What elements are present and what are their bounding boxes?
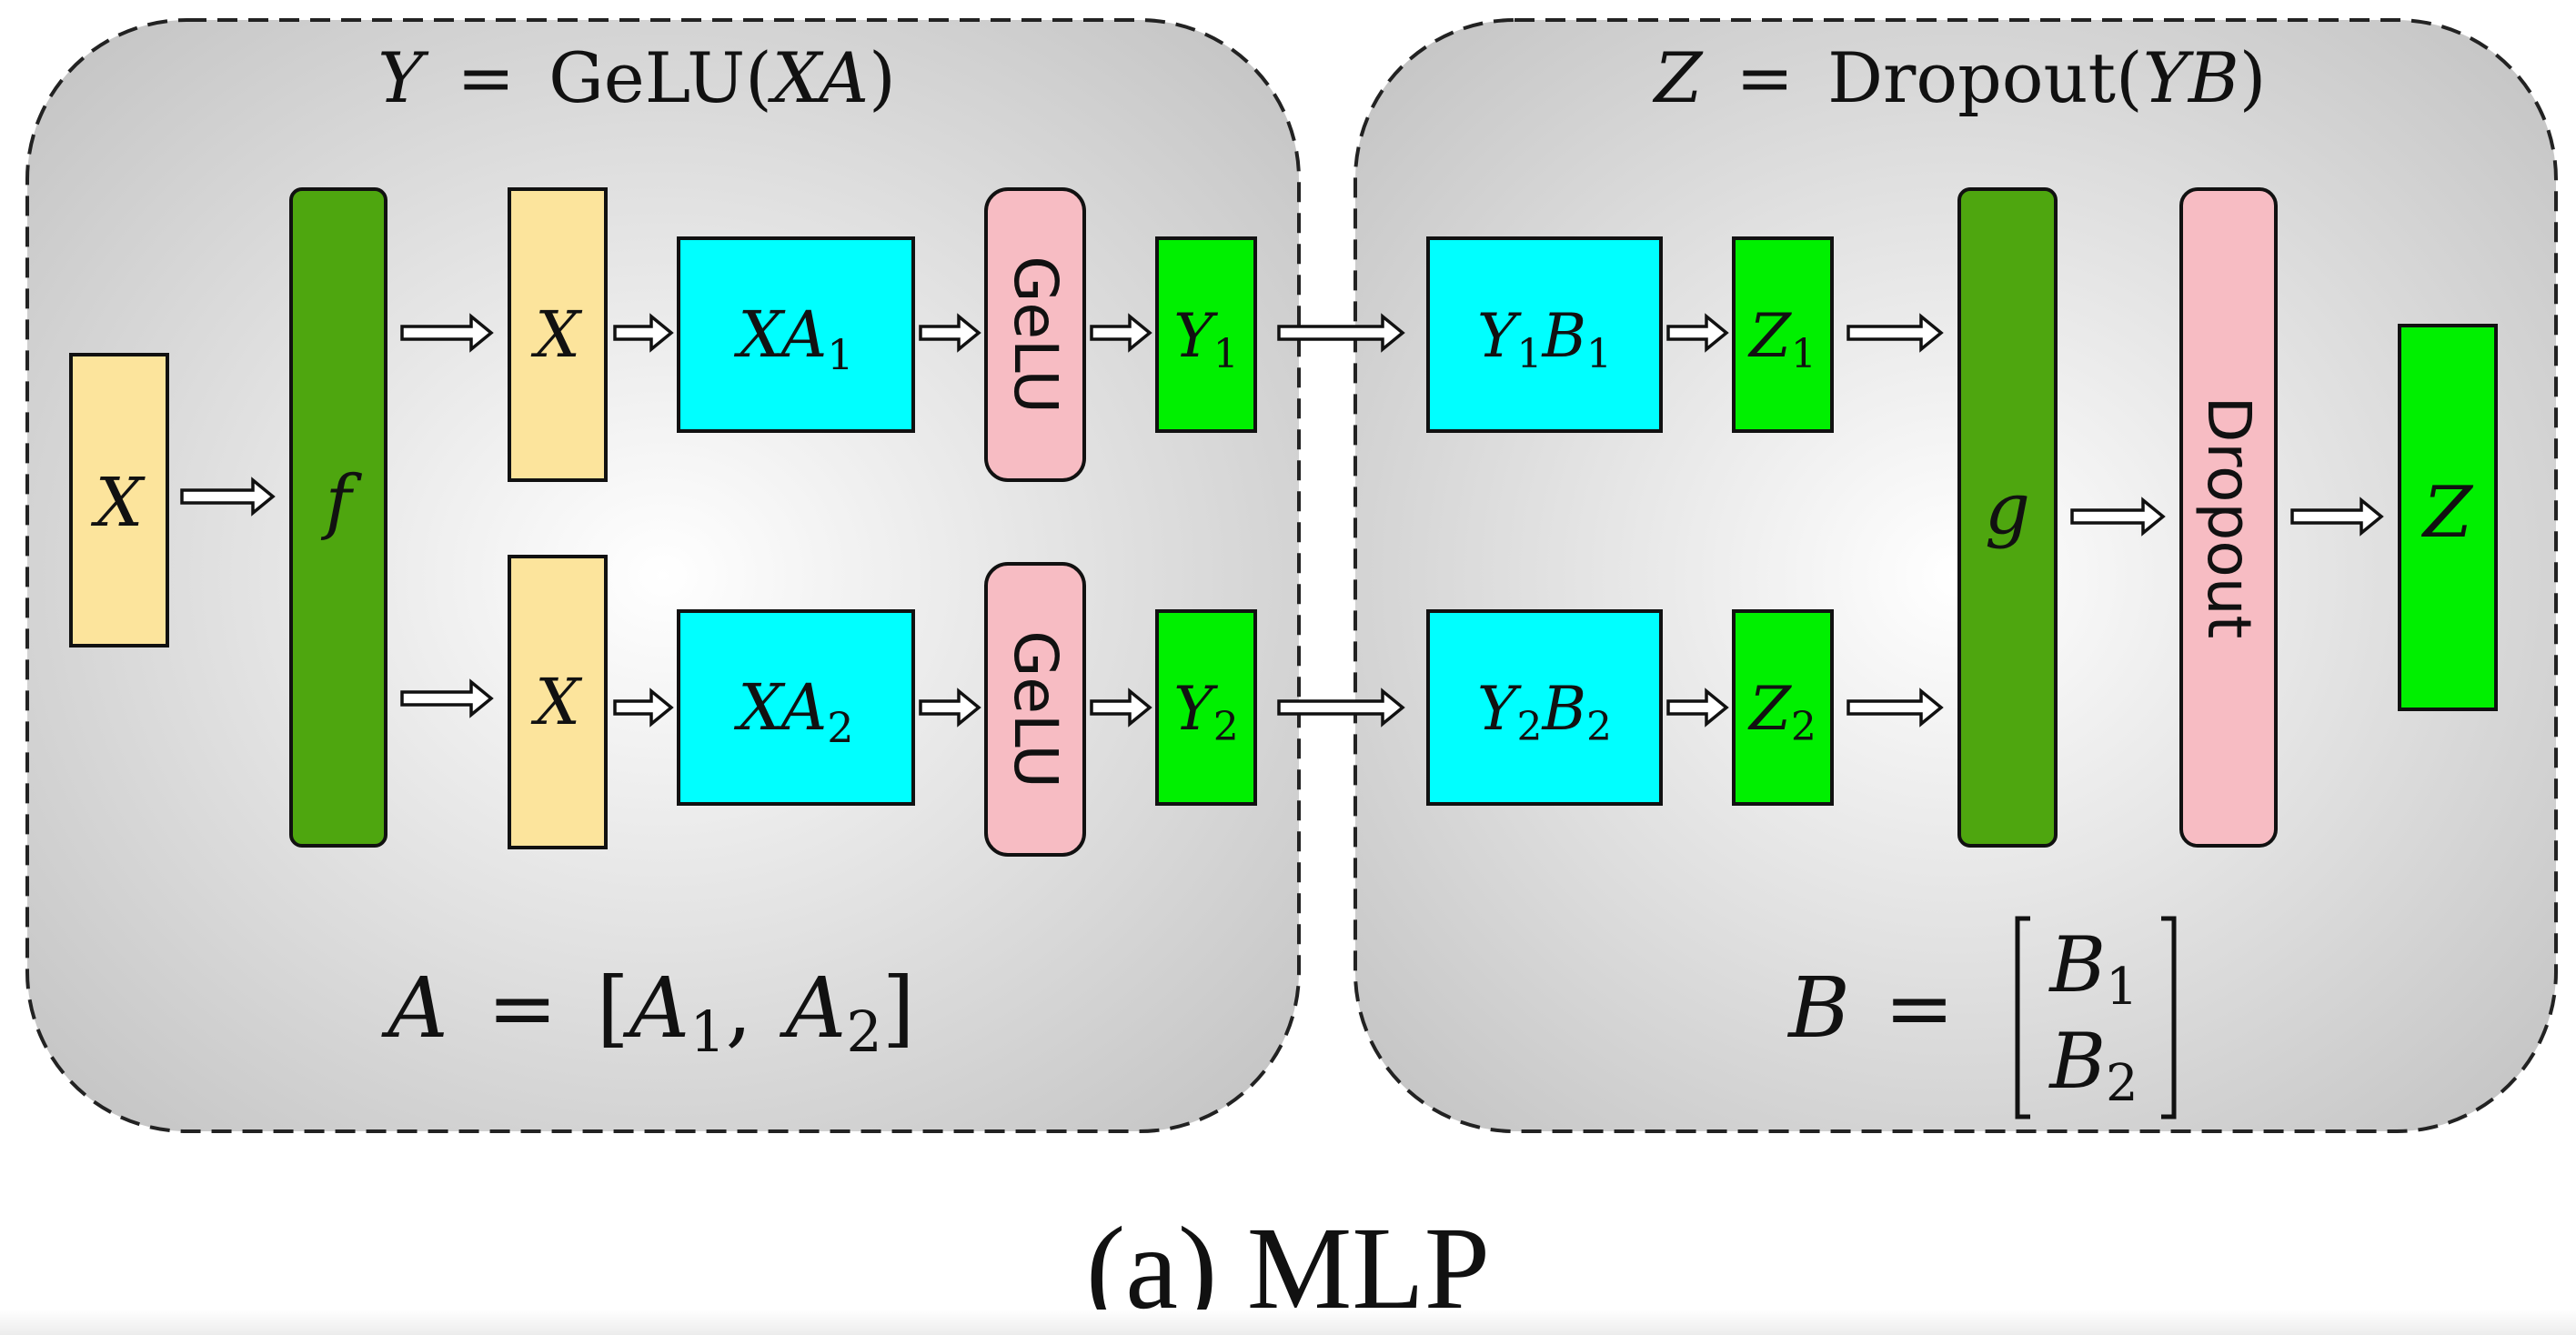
matrix-entry-1: B1 bbox=[2048, 920, 2138, 1017]
row2-gelu-box bbox=[984, 562, 1086, 857]
row2-xa-label: XA2 bbox=[733, 670, 853, 752]
output-z-label: Z bbox=[2420, 472, 2474, 554]
arrow-row2-y-to-yb bbox=[1277, 688, 1405, 728]
right-footer-equation: B = B1 B2 bbox=[1786, 916, 2177, 1119]
arrow-g-to-dropout bbox=[2070, 497, 2166, 537]
row1-z-box bbox=[1732, 236, 1834, 433]
row1-gelu-box bbox=[984, 187, 1086, 482]
left-footer-equation: A = [A1, A2] bbox=[380, 959, 914, 1065]
matrix-entry-2: B2 bbox=[2048, 1017, 2138, 1113]
input-x-box bbox=[69, 353, 169, 647]
matrix-left-bracket bbox=[2015, 916, 2030, 1119]
right-panel-title: Z = Dropout(YB) bbox=[1653, 37, 2267, 118]
dropout-label: Dropout bbox=[2194, 396, 2264, 639]
row1-yb-box bbox=[1426, 236, 1663, 433]
arrow-f-to-row1-x bbox=[400, 313, 494, 353]
row2-y-box bbox=[1155, 609, 1257, 806]
row2-xa-box bbox=[677, 609, 915, 806]
row1-xa-label: XA1 bbox=[733, 297, 853, 379]
output-z-box bbox=[2398, 324, 2498, 711]
row2-x-box bbox=[508, 555, 608, 849]
arrow-x-to-f bbox=[180, 477, 276, 517]
row1-y-box bbox=[1155, 236, 1257, 433]
arrows bbox=[180, 313, 2384, 728]
right-footer-lhs: B bbox=[1786, 959, 1850, 1057]
arrow-row2-yb-to-z bbox=[1666, 688, 1729, 728]
input-x-label: X bbox=[91, 464, 146, 542]
arrow-row1-yb-to-z bbox=[1666, 313, 1729, 353]
row1-z-label: Z1 bbox=[1747, 301, 1816, 377]
right-panel bbox=[1353, 18, 2558, 1133]
row1-x-label: X bbox=[530, 297, 583, 372]
arrow-row2-x-to-xa bbox=[613, 688, 674, 728]
right-footer-eq: = bbox=[1884, 959, 1954, 1057]
row1-x-box bbox=[508, 187, 608, 482]
row2-y-label: Y2 bbox=[1173, 674, 1239, 750]
row1-xa-box bbox=[677, 236, 915, 433]
row2-z-label: Z2 bbox=[1747, 674, 1816, 750]
arrow-row1-gelu-to-y bbox=[1090, 313, 1152, 353]
dropout-box bbox=[2179, 187, 2278, 848]
row1-y-label: Y1 bbox=[1173, 301, 1239, 377]
gather-g-label: g bbox=[1985, 468, 2030, 550]
arrow-row2-gelu-to-y bbox=[1090, 688, 1152, 728]
row2-yb-box bbox=[1426, 609, 1663, 806]
row1-gelu-label: GeLU bbox=[1001, 256, 1071, 414]
matrix-right-bracket bbox=[2161, 916, 2177, 1119]
row2-z-box bbox=[1732, 609, 1834, 806]
row2-x-label: X bbox=[530, 665, 583, 739]
arrow-row1-xa-to-gelu bbox=[919, 313, 981, 353]
row2-yb-label: Y2B2 bbox=[1477, 674, 1612, 750]
row1-yb-label: Y1B1 bbox=[1477, 301, 1612, 377]
arrow-row1-x-to-xa bbox=[613, 313, 674, 353]
arrow-dropout-to-z bbox=[2290, 497, 2384, 537]
arrow-f-to-row2-x bbox=[400, 678, 494, 718]
arrow-row1-y-to-yb bbox=[1277, 313, 1405, 353]
gather-g-bar bbox=[1957, 187, 2058, 848]
left-panel-title: Y = GeLU(XA) bbox=[377, 37, 896, 118]
row2-gelu-label: GeLU bbox=[1001, 630, 1071, 788]
bottom-fade bbox=[0, 1310, 2576, 1335]
arrow-row2-xa-to-gelu bbox=[919, 688, 981, 728]
split-f-bar bbox=[289, 187, 387, 848]
arrow-row2-z-to-g bbox=[1846, 688, 1944, 728]
arrow-row1-z-to-g bbox=[1846, 313, 1944, 353]
